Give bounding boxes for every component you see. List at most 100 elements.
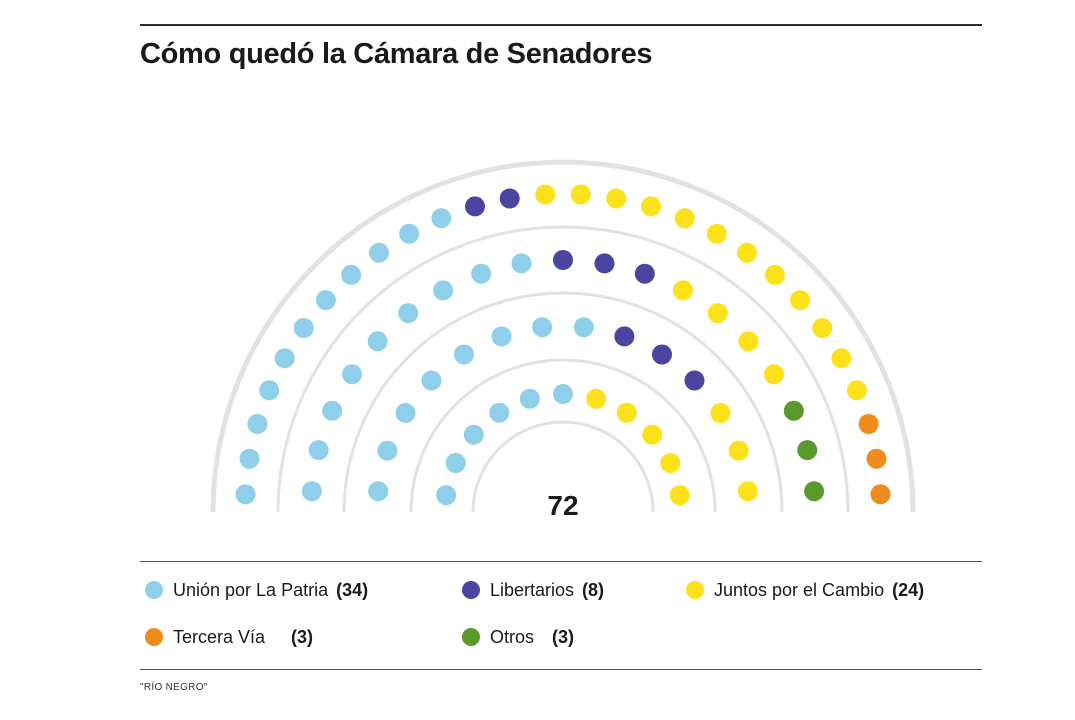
seat-otr: [804, 481, 825, 502]
seat-jxc: [737, 242, 757, 263]
seat-jxc: [586, 388, 607, 409]
seat-dots: [235, 184, 891, 506]
source-credit: "RÍO NEGRO": [140, 682, 208, 693]
seat-jxc: [641, 196, 661, 217]
seat-up: [471, 263, 492, 284]
seat-lib: [652, 344, 672, 365]
seat-jxc: [831, 348, 852, 369]
seat-jxc: [764, 264, 785, 285]
seat-up: [463, 424, 484, 445]
seat-jxc: [674, 208, 695, 229]
legend-count-union-por-la-patria: (34): [336, 579, 369, 600]
seat-jxc: [606, 188, 627, 209]
legend-swatch-tercera-via: [145, 628, 163, 646]
seat-jxc: [707, 303, 728, 324]
seat-up: [239, 448, 260, 469]
seat-up: [259, 380, 280, 401]
seat-jxc: [738, 331, 759, 352]
legend-swatch-libertarios: [462, 581, 480, 599]
seat-lib: [684, 370, 705, 391]
seat-up: [445, 453, 466, 473]
seat-up: [368, 481, 389, 502]
legend-label-juntos-por-el-cambio: Juntos por el Cambio: [714, 579, 885, 600]
legend-label-otros: Otros: [490, 626, 535, 647]
legend-label-union-por-la-patria: Unión por La Patria: [173, 579, 329, 600]
seat-up: [436, 485, 457, 506]
row-arc: [409, 358, 717, 513]
seat-up: [377, 440, 398, 461]
seat-up: [421, 370, 442, 391]
seat-jxc: [764, 364, 784, 385]
seat-lib: [614, 326, 635, 347]
legend-top-rule: [140, 561, 982, 562]
row-arcs: [210, 159, 916, 513]
seat-jxc: [728, 440, 749, 461]
seat-jxc: [710, 403, 731, 423]
seat-jxc: [642, 424, 663, 445]
seat-up: [431, 208, 452, 229]
top-rule: [140, 24, 982, 26]
legend-item-libertarios: Libertarios (8): [462, 578, 604, 602]
seat-up: [274, 348, 295, 369]
legend-swatch-juntos-por-el-cambio: [686, 581, 704, 599]
chart-title: Cómo quedó la Cámara de Senadores: [140, 38, 653, 70]
legend-count-otros: (3): [552, 626, 575, 647]
seat-up: [247, 414, 268, 434]
seat-up: [369, 242, 389, 263]
seat-lib: [553, 250, 573, 270]
seat-jxc: [846, 380, 867, 401]
seat-lib: [499, 188, 520, 209]
legend-item-union-por-la-patria: Unión por La Patria (34): [145, 578, 368, 602]
seat-up: [399, 223, 420, 244]
seat-up: [367, 331, 388, 352]
seat-up: [573, 317, 594, 338]
seat-up: [532, 317, 553, 338]
seat-ter: [858, 414, 879, 434]
seat-jxc: [812, 318, 833, 338]
seat-ter: [870, 484, 891, 505]
seat-up: [433, 280, 454, 301]
seat-up: [308, 440, 329, 461]
legend-label-tercera-via: Tercera Vía: [173, 626, 266, 647]
row-arc: [276, 225, 850, 513]
legend-swatch-otros: [462, 628, 480, 646]
seat-up: [322, 400, 343, 421]
legend-item-tercera-via: Tercera Vía (3): [145, 625, 313, 649]
legend-item-juntos-por-el-cambio: Juntos por el Cambio (24): [686, 578, 924, 602]
total-seats-label: 72: [547, 490, 578, 521]
row-arc: [471, 420, 655, 513]
seat-up: [293, 318, 314, 338]
seat-up: [301, 481, 322, 502]
legend-count-libertarios: (8): [582, 579, 605, 600]
seat-lib: [465, 196, 485, 217]
seat-lib: [594, 253, 615, 274]
legend-swatch-union-por-la-patria: [145, 581, 163, 599]
seat-jxc: [660, 453, 681, 473]
seat-otr: [783, 400, 804, 421]
seat-jxc: [790, 290, 811, 311]
seat-up: [454, 344, 474, 365]
seat-up: [315, 290, 336, 311]
hemicycle-chart: 72: [210, 159, 916, 521]
seat-up: [342, 364, 362, 385]
seat-up: [519, 388, 540, 409]
seat-up: [395, 403, 416, 423]
seat-up: [489, 402, 510, 423]
seat-ter: [866, 448, 887, 469]
seat-up: [341, 264, 362, 285]
seat-up: [511, 253, 532, 274]
seat-jxc: [570, 184, 591, 205]
row-arc: [342, 291, 784, 513]
legend-bottom-rule: [140, 669, 982, 670]
seat-up: [235, 484, 256, 505]
legend-count-juntos-por-el-cambio: (24): [892, 579, 925, 600]
legend-count-tercera-via: (3): [291, 626, 314, 647]
seat-up: [398, 303, 419, 324]
seat-jxc: [535, 184, 556, 205]
seat-jxc: [616, 402, 637, 423]
legend-item-otros: Otros (3): [462, 625, 574, 649]
row-arc: [210, 159, 916, 513]
seat-jxc: [737, 481, 758, 502]
seat-lib: [634, 263, 655, 284]
seat-jxc: [669, 485, 690, 506]
